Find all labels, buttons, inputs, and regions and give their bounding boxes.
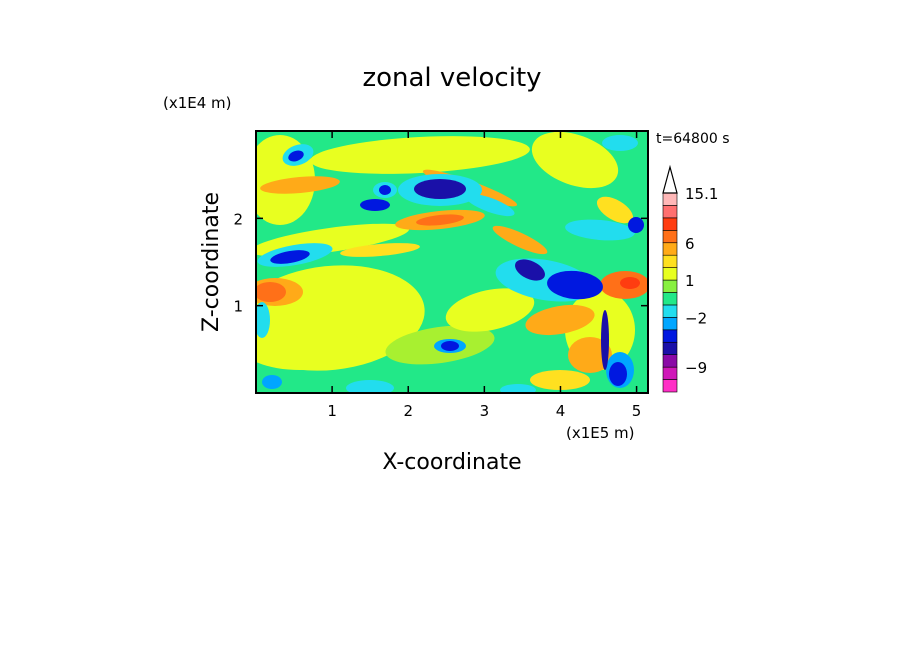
colorbar-cell [662,317,678,331]
velocity-field [256,131,648,393]
colorbar-cell [662,304,678,318]
field-feature [628,217,644,233]
field-feature [260,176,340,194]
y-axis-label: Z-coordinate [199,192,224,332]
colorbar-cell [662,279,678,293]
y-tick-label: 1 [233,298,243,316]
field-feature [262,375,282,389]
plot-frame [255,130,649,394]
colorbar-cell [662,366,678,380]
field-feature [288,150,304,162]
field-feature [310,136,530,174]
colorbar-cell [662,341,678,355]
time-label: t=64800 s [656,131,730,147]
field-feature [416,214,464,226]
field-feature [270,250,310,264]
field-feature [530,370,590,390]
colorbar-tick-label: 6 [685,235,695,253]
y-unit-label: (x1E4 m) [163,94,232,112]
field-feature [601,310,609,370]
y-axis: 12 [233,210,648,316]
x-unit-label: (x1E5 m) [566,424,635,442]
field-feature [256,302,270,338]
colorbar: 15.1 6 1 −2 −9 [662,164,718,393]
x-tick-label: 1 [327,402,337,420]
field-feature [340,243,420,257]
field-feature [568,337,612,373]
field-feature [256,320,360,370]
colorbar-cell [662,192,678,206]
field-feature [602,135,638,151]
field-feature [445,288,535,332]
colorbar-cell [662,354,678,368]
field-feature [525,304,595,336]
chart-title: zonal velocity [362,63,541,93]
colorbar-cell [662,230,678,244]
colorbar-cell [662,217,678,231]
colorbar-cell [662,242,678,256]
field-feature [500,384,536,393]
field-feature [379,185,391,195]
field-feature [596,196,634,224]
field-feature [465,193,515,217]
field-feature [515,259,545,281]
colorbar-tick-label: −9 [685,359,707,377]
colorbar-cell [662,379,678,393]
colorbar-cell [662,329,678,343]
colorbar-cell [662,205,678,219]
field-feature [256,282,286,302]
field-feature [609,362,627,386]
field-feature [414,179,466,199]
colorbar-cell [662,254,678,268]
field-feature [620,277,640,289]
field-feature [531,131,619,189]
colorbar-cell [662,267,678,281]
field-feature [547,270,603,300]
field-feature [360,199,390,211]
colorbar-extension [662,164,678,194]
field-feature [565,219,635,241]
field-feature [441,341,459,351]
colorbar-tick-label: −2 [685,309,707,327]
x-tick-label: 5 [632,402,642,420]
field-feature [346,380,394,393]
x-tick-label: 2 [403,402,413,420]
y-tick-label: 2 [233,210,243,228]
colorbar-tick-label: 1 [685,272,695,290]
colorbar-tick-label: 15.1 [685,185,718,203]
x-axis-label: X-coordinate [382,450,521,475]
field-feature [492,225,548,255]
x-axis: 1 2 3 4 5 [327,131,641,420]
colorbar-cell [662,292,678,306]
x-tick-label: 3 [480,402,490,420]
x-tick-label: 4 [556,402,566,420]
